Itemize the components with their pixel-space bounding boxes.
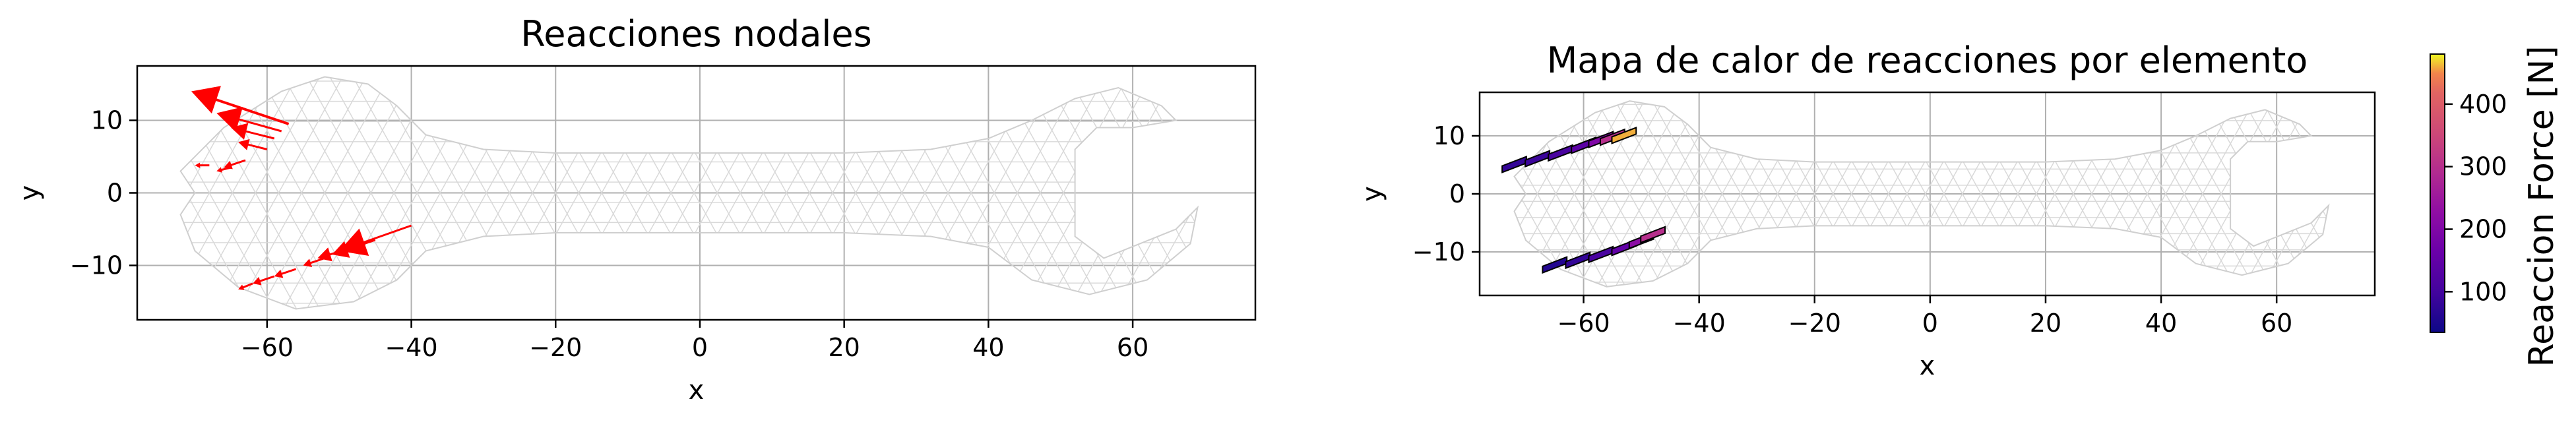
y-tick-label: 10 bbox=[1433, 121, 1465, 150]
x-tick-label: −20 bbox=[529, 333, 582, 362]
reaction-arrow bbox=[216, 107, 282, 133]
reaction-element bbox=[1611, 127, 1637, 144]
y-tick-label: 10 bbox=[91, 106, 123, 135]
x-tick-label: 60 bbox=[1117, 333, 1148, 362]
x-tick-label: −60 bbox=[1557, 309, 1610, 338]
chart-title: Mapa de calor de reacciones por elemento bbox=[1547, 40, 2308, 81]
x-axis-label: x bbox=[1920, 351, 1935, 381]
reaction-arrow bbox=[238, 282, 253, 290]
chart-title: Reacciones nodales bbox=[520, 13, 872, 55]
chart-panel-reacciones-nodales: Reacciones nodales −60 −40 −20 0 20 40 60 10 0 −1… bbox=[15, 13, 1257, 406]
reaction-arrow bbox=[238, 138, 268, 150]
mesh-outline bbox=[1513, 100, 2330, 288]
reaction-arrow bbox=[216, 166, 232, 173]
chart-panel-mapa-de-calor: Mapa de calor de reacciones por elemento… bbox=[1357, 40, 2376, 381]
reaction-arrow bbox=[303, 257, 325, 267]
x-tick-label: 0 bbox=[1922, 309, 1938, 338]
colorbar-tick-label: 300 bbox=[2459, 152, 2507, 181]
x-tick-label: 40 bbox=[2145, 309, 2177, 338]
mesh-outline bbox=[179, 76, 1199, 310]
reaction-element bbox=[1588, 245, 1614, 264]
data-marks bbox=[1501, 127, 1666, 274]
reaction-element bbox=[1542, 256, 1568, 274]
reaction-element bbox=[1501, 156, 1527, 173]
reaction-element bbox=[1640, 226, 1666, 244]
reaction-arrow bbox=[191, 86, 290, 125]
ticks: −60 −40 −20 0 20 40 60 10 0 −10 bbox=[1412, 121, 2293, 338]
reaction-arrow bbox=[195, 162, 210, 168]
colorbar-label: Reaccion Force [N] bbox=[2522, 46, 2561, 367]
x-tick-label: 40 bbox=[972, 333, 1004, 362]
plot-area: −60 −40 −20 0 20 40 60 10 0 −10 bbox=[1412, 91, 2376, 338]
reaction-arrow bbox=[231, 123, 275, 140]
x-tick-label: 20 bbox=[828, 333, 860, 362]
colorbar-tick-label: 100 bbox=[2459, 277, 2507, 306]
x-tick-label: 0 bbox=[692, 333, 708, 362]
plot-area: −60 −40 −20 0 20 40 60 10 0 −10 bbox=[70, 65, 1257, 363]
colorbar-tick-label: 200 bbox=[2459, 215, 2507, 244]
y-axis-label: y bbox=[15, 185, 45, 201]
y-tick-label: 0 bbox=[1449, 179, 1465, 208]
x-tick-label: 20 bbox=[2030, 309, 2061, 338]
ticks: −60 −40 −20 0 20 40 60 10 0 −10 bbox=[70, 106, 1148, 363]
y-axis-label: y bbox=[1357, 186, 1387, 202]
reaction-arrow bbox=[274, 268, 297, 278]
colorbar: 100 200 300 400 Reaccion Force [N] bbox=[2430, 46, 2561, 367]
x-tick-label: −60 bbox=[241, 333, 294, 362]
colorbar-tick-label: 400 bbox=[2459, 90, 2507, 119]
x-axis-label: x bbox=[689, 375, 705, 406]
x-tick-label: 60 bbox=[2261, 309, 2292, 338]
y-tick-label: −10 bbox=[1412, 237, 1465, 266]
reaction-element bbox=[1524, 150, 1550, 168]
reaction-arrow bbox=[252, 275, 275, 286]
y-tick-label: 0 bbox=[107, 179, 123, 208]
x-tick-label: −40 bbox=[1673, 309, 1726, 338]
y-tick-label: −10 bbox=[70, 251, 123, 280]
x-tick-label: −20 bbox=[1788, 309, 1841, 338]
colorbar-ticks: 100 200 300 400 bbox=[2445, 90, 2507, 306]
colorbar-gradient bbox=[2430, 53, 2445, 333]
x-tick-label: −40 bbox=[385, 333, 437, 362]
data-marks bbox=[191, 86, 412, 290]
reaction-arrow bbox=[317, 246, 354, 262]
reaction-element bbox=[1565, 251, 1591, 270]
reaction-element bbox=[1548, 144, 1573, 162]
